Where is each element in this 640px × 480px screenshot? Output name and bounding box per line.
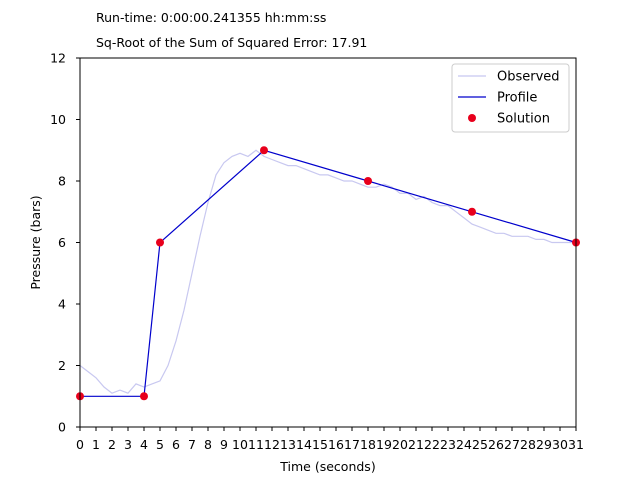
x-axis-ticks: 0 1 2 3 4 5 6 7 8 9 10 11 12 13 14 15 16 17 18 19 20 21 22 23 24… <box>76 427 584 452</box>
x-tick-label: 29 <box>536 437 552 452</box>
x-tick-label: 19 <box>376 437 392 452</box>
runtime-text: Run-time: 0:00:00.241355 hh:mm:ss <box>96 10 327 25</box>
y-tick-label: 12 <box>50 51 66 66</box>
legend-solution-swatch <box>468 114 476 122</box>
x-tick-label: 24 <box>456 437 472 452</box>
observed-series-layer <box>79 149 576 394</box>
x-tick-label: 13 <box>280 437 296 452</box>
profile-line <box>80 149 577 397</box>
x-tick-label: 22 <box>424 437 440 452</box>
y-tick-label: 8 <box>58 174 66 189</box>
x-tick-label: 5 <box>156 437 164 452</box>
y-axis-label: Pressure (bars) <box>28 195 43 289</box>
legend-label: Observed <box>497 70 560 85</box>
x-tick-label: 6 <box>172 437 180 452</box>
x-tick-label: 15 <box>312 437 328 452</box>
x-tick-label: 3 <box>124 437 132 452</box>
x-tick-label: 14 <box>296 437 312 452</box>
solution-point <box>156 238 164 247</box>
y-tick-label: 4 <box>58 297 66 312</box>
error-text: Sq-Root of the Sum of Squared Error: 17.… <box>96 35 368 50</box>
x-tick-label: 10 <box>232 437 248 452</box>
x-tick-label: 1 <box>92 437 100 452</box>
solution-point <box>468 207 476 216</box>
legend: Observed Profile Solution <box>451 63 570 133</box>
x-tick-label: 20 <box>392 437 408 452</box>
observed-line <box>79 149 576 394</box>
x-tick-label: 16 <box>328 437 344 452</box>
y-tick-label: 6 <box>58 235 66 250</box>
y-tick-label: 2 <box>58 358 66 373</box>
legend-label: Profile <box>497 91 537 106</box>
x-tick-label: 23 <box>440 437 456 452</box>
x-tick-label: 2 <box>108 437 116 452</box>
x-tick-label: 7 <box>188 437 196 452</box>
x-tick-label: 4 <box>140 437 148 452</box>
solution-point <box>260 146 268 155</box>
profile-series-layer <box>80 149 577 397</box>
y-axis-ticks: 0 2 4 6 8 10 12 <box>50 51 80 435</box>
x-tick-label: 25 <box>472 437 488 452</box>
solution-points-layer <box>76 146 580 401</box>
y-tick-label: 0 <box>58 420 66 435</box>
legend-box <box>451 63 570 133</box>
solution-point <box>364 177 372 185</box>
x-tick-label: 8 <box>204 437 212 452</box>
legend-label: Solution <box>497 112 550 127</box>
x-tick-label: 30 <box>552 437 568 452</box>
x-tick-label: 12 <box>264 437 280 452</box>
x-axis-label: Time (seconds) <box>279 459 375 474</box>
x-tick-label: 28 <box>520 437 536 452</box>
x-tick-label: 0 <box>76 437 84 452</box>
x-tick-label: 27 <box>504 437 520 452</box>
x-tick-label: 11 <box>248 437 264 452</box>
x-tick-label: 26 <box>488 437 504 452</box>
x-tick-label: 17 <box>344 437 360 452</box>
x-tick-label: 21 <box>408 437 424 452</box>
y-tick-label: 10 <box>50 112 66 127</box>
x-tick-label: 18 <box>360 437 376 452</box>
solution-point <box>140 392 148 401</box>
x-tick-label: 9 <box>220 437 228 452</box>
x-tick-label: 31 <box>568 437 584 452</box>
